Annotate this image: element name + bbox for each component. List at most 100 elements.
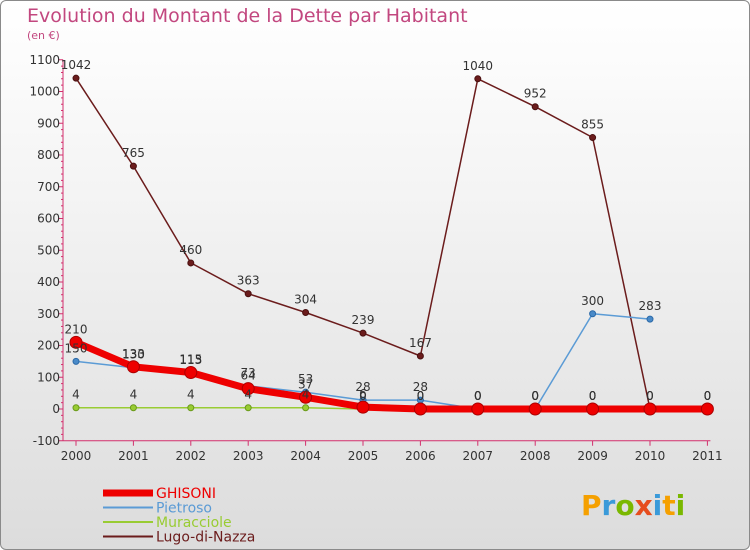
data-point-ghisoni (126, 360, 140, 374)
data-point-pietroso (72, 357, 80, 365)
data-point-ghisoni (356, 400, 370, 414)
data-point-ghisoni (184, 365, 198, 379)
data-label-lugo-di-nazza: 0 (646, 389, 654, 403)
data-point-lugo-di-nazza (416, 352, 424, 360)
y-tick-label: 700 (37, 180, 60, 194)
data-label-pietroso: 0 (474, 389, 482, 403)
x-tick-label: 2006 (405, 449, 436, 463)
data-point-lugo-di-nazza (244, 290, 252, 298)
data-label-pietroso: 283 (639, 299, 662, 313)
data-point-lugo-di-nazza (129, 162, 137, 170)
data-point-lugo-di-nazza (359, 329, 367, 337)
x-tick-label: 2009 (577, 449, 608, 463)
data-label-pietroso: 28 (413, 380, 428, 394)
data-point-ghisoni (700, 402, 714, 416)
data-label-lugo-di-nazza: 855 (581, 118, 604, 132)
data-label-muracciole: 0 (531, 389, 539, 403)
y-tick-label: 1100 (29, 53, 60, 67)
data-label-pietroso: 130 (122, 348, 145, 362)
y-tick-label: 200 (37, 339, 60, 353)
legend-label-ghisoni: GHISONI (156, 486, 216, 502)
data-point-ghisoni (241, 382, 255, 396)
data-label-ghisoni: 0 (704, 389, 712, 403)
data-label-lugo-di-nazza: 304 (294, 292, 317, 306)
data-label-muracciole: 4 (302, 388, 310, 402)
data-label-pietroso: 53 (298, 372, 313, 386)
y-tick-label: -100 (33, 434, 60, 448)
data-label-ghisoni: 0 (474, 389, 482, 403)
x-tick-label: 2002 (176, 449, 207, 463)
x-tick-label: 2005 (348, 449, 379, 463)
data-label-ghisoni: 0 (531, 389, 539, 403)
data-label-ghisoni: 37 (298, 377, 313, 391)
data-label-pietroso: 73 (241, 366, 256, 380)
y-tick-label: 300 (37, 307, 60, 321)
chart-title: Evolution du Montant de la Dette par Hab… (27, 5, 468, 27)
data-label-lugo-di-nazza: 460 (179, 243, 202, 257)
data-label-lugo-di-nazza: 0 (704, 389, 712, 403)
data-point-pietroso (646, 315, 654, 323)
x-tick-label: 2008 (520, 449, 551, 463)
axes: -100010020030040050060070080090010001100… (29, 53, 722, 463)
data-point-ghisoni (69, 335, 83, 349)
legend-label-pietroso: Pietroso (156, 501, 212, 517)
data-point-lugo-di-nazza (302, 308, 310, 316)
data-point-ghisoni (643, 402, 657, 416)
data-point-ghisoni (299, 390, 313, 404)
legend-label-lugo-di-nazza: Lugo-di-Nazza (156, 530, 255, 546)
data-label-muracciole: 4 (72, 388, 80, 402)
data-label-lugo-di-nazza: 952 (524, 87, 547, 101)
data-label-muracciole: 4 (187, 388, 195, 402)
data-label-muracciole: 0 (474, 389, 482, 403)
data-label-lugo-di-nazza: 765 (122, 146, 145, 160)
y-tick-label: 0 (52, 402, 60, 416)
data-label-ghisoni: 210 (65, 322, 88, 336)
data-label-pietroso: 113 (179, 353, 202, 367)
data-point-ghisoni (586, 402, 600, 416)
legend-label-muracciole: Muracciole (156, 515, 232, 531)
y-tick-label: 600 (37, 212, 60, 226)
data-point-pietroso (589, 310, 597, 318)
data-label-pietroso: 300 (581, 294, 604, 308)
data-label-ghisoni: 133 (122, 347, 145, 361)
data-label-ghisoni: 0 (646, 389, 654, 403)
x-tick-label: 2003 (233, 449, 264, 463)
data-label-lugo-di-nazza: 1042 (61, 58, 92, 72)
data-point-muracciole (129, 404, 137, 412)
series-line-lugo-di-nazza (75, 77, 709, 410)
data-point-muracciole (187, 404, 195, 412)
y-tick-label: 900 (37, 116, 60, 130)
data-point-muracciole (72, 404, 80, 412)
data-label-muracciole: 0 (359, 389, 367, 403)
x-tick-label: 2010 (635, 449, 666, 463)
proxiti-logo: Proxiti (581, 489, 686, 522)
data-point-ghisoni (413, 402, 427, 416)
x-tick-label: 2011 (692, 449, 723, 463)
y-tick-label: 1000 (29, 85, 60, 99)
x-tick-label: 2000 (61, 449, 92, 463)
data-label-muracciole: 0 (589, 389, 597, 403)
y-tick-label: 800 (37, 148, 60, 162)
series-line-ghisoni (72, 338, 711, 413)
data-label-ghisoni: 0 (589, 389, 597, 403)
y-tick-label: 100 (37, 370, 60, 384)
data-label-lugo-di-nazza: 167 (409, 336, 432, 350)
data-point-lugo-di-nazza (531, 103, 539, 111)
data-label-ghisoni: 0 (417, 389, 425, 403)
data-label-lugo-di-nazza: 239 (352, 313, 375, 327)
data-label-pietroso: 0 (531, 389, 539, 403)
data-point-ghisoni (471, 402, 485, 416)
data-point-lugo-di-nazza (474, 75, 482, 83)
data-label-ghisoni: 6 (359, 387, 367, 401)
x-tick-label: 2004 (290, 449, 321, 463)
x-tick-label: 2001 (118, 449, 149, 463)
x-tick-label: 2007 (463, 449, 494, 463)
data-point-ghisoni (528, 402, 542, 416)
data-label-lugo-di-nazza: 363 (237, 274, 260, 288)
chart-subtitle: (en €) (27, 29, 60, 42)
data-label-muracciole: 4 (130, 388, 138, 402)
data-label-ghisoni: 115 (179, 352, 202, 366)
